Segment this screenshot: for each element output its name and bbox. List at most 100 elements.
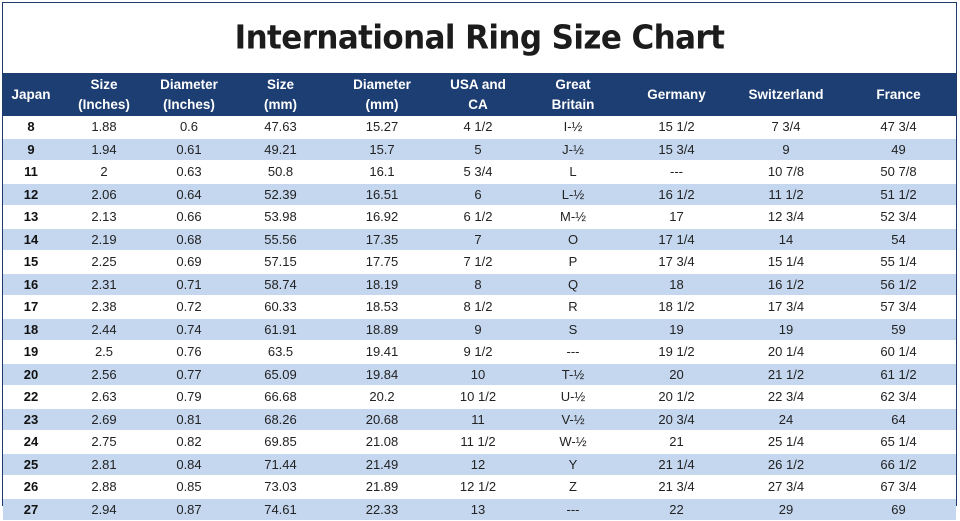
table-cell: 22.33 <box>332 498 432 521</box>
table-cell: 15.27 <box>332 116 432 139</box>
table-cell: 63.5 <box>229 340 332 364</box>
table-cell: 17 <box>3 295 59 319</box>
table-cell: Y <box>524 453 622 476</box>
table-cell: U-½ <box>524 385 622 409</box>
table-cell: 2.25 <box>59 250 149 274</box>
table-cell: 65 1/4 <box>841 430 956 454</box>
column-header: Diameter (Inches) <box>149 73 229 116</box>
table-cell: 9 <box>3 138 59 161</box>
table-cell: M-½ <box>524 205 622 229</box>
table-cell: 12 <box>432 453 524 476</box>
table-cell: 0.85 <box>149 475 229 499</box>
column-header-line: USA and <box>450 76 506 92</box>
table-cell: 0.87 <box>149 498 229 521</box>
table-cell: 66 1/2 <box>841 453 956 476</box>
table-cell: 2.88 <box>59 475 149 499</box>
table-cell: 2.75 <box>59 430 149 454</box>
table-cell: 74.61 <box>229 498 332 521</box>
table-cell: 57 3/4 <box>841 295 956 319</box>
table-cell: 2.31 <box>59 273 149 296</box>
table-row: 26 2.88 0.85 73.03 21.89 12 1/2 Z 21 3/4 27 3/4 6… <box>3 475 956 499</box>
table-cell: 61 1/2 <box>841 363 956 386</box>
table-cell: W-½ <box>524 430 622 454</box>
column-header: Size (mm) <box>229 73 332 116</box>
table-cell: 0.72 <box>149 295 229 319</box>
table-cell: 50 7/8 <box>841 160 956 184</box>
table-cell: 14 <box>731 228 841 251</box>
table-cell: 2.56 <box>59 363 149 386</box>
table-cell: 73.03 <box>229 475 332 499</box>
table-cell: 17 3/4 <box>731 295 841 319</box>
table-cell: 12 3/4 <box>731 205 841 229</box>
table-cell: 18 <box>3 318 59 341</box>
table-cell: 67 3/4 <box>841 475 956 499</box>
column-header-line: Size <box>266 76 294 92</box>
table-cell: 16 1/2 <box>731 273 841 296</box>
table-cell: 7 <box>432 228 524 251</box>
table-cell: 21 1/2 <box>731 363 841 386</box>
table-cell: 7 3/4 <box>731 116 841 139</box>
column-header-line: (Inches) <box>163 96 215 112</box>
table-cell: --- <box>524 498 622 521</box>
table-cell: 20 1/4 <box>731 340 841 364</box>
table-cell: 21 <box>622 430 731 454</box>
table-cell: 0.79 <box>149 385 229 409</box>
table-cell: 16.51 <box>332 183 432 206</box>
column-header: USA and CA <box>432 73 524 116</box>
table-cell: 15 3/4 <box>622 138 731 161</box>
table-cell: 53.98 <box>229 205 332 229</box>
table-cell: 4 1/2 <box>432 116 524 139</box>
table-cell: 49.21 <box>229 138 332 161</box>
table-cell: 66.68 <box>229 385 332 409</box>
table-cell: S <box>524 318 622 341</box>
table-cell: 15.7 <box>332 138 432 161</box>
column-header: Switzerland <box>731 73 841 116</box>
table-cell: 16.1 <box>332 160 432 184</box>
table-cell: 65.09 <box>229 363 332 386</box>
table-cell: 19 1/2 <box>622 340 731 364</box>
table-cell: L-½ <box>524 183 622 206</box>
table-cell: 18 1/2 <box>622 295 731 319</box>
table-cell: 19 <box>622 318 731 341</box>
table-row: 22 2.63 0.79 66.68 20.2 10 1/2 U-½ 20 1/2 22 3/4… <box>3 385 956 409</box>
table-row: 13 2.13 0.66 53.98 16.92 6 1/2 M-½ 17 12 3/4 52 3… <box>3 205 956 229</box>
table-row: 19 2.5 0.76 63.5 19.41 9 1/2 --- 19 1/2 20 1/4 60… <box>3 340 956 364</box>
table-cell: 15 1/2 <box>622 116 731 139</box>
table-cell: 14 <box>3 228 59 251</box>
table-cell: 17.35 <box>332 228 432 251</box>
column-header-line: Switzerland <box>748 86 824 102</box>
column-header: Diameter (mm) <box>332 73 432 116</box>
table-cell: 2.38 <box>59 295 149 319</box>
table-cell: 10 1/2 <box>432 385 524 409</box>
table-cell: 20 <box>622 363 731 386</box>
table-cell: 16.92 <box>332 205 432 229</box>
table-cell: 23 <box>3 408 59 431</box>
table-cell: 11 1/2 <box>731 183 841 206</box>
table-cell: 10 <box>432 363 524 386</box>
table-cell: R <box>524 295 622 319</box>
table-cell: 22 <box>622 498 731 521</box>
table-cell: 50.8 <box>229 160 332 184</box>
table-cell: 29 <box>731 498 841 521</box>
table-cell: 0.77 <box>149 363 229 386</box>
column-header-line: Size <box>90 76 118 92</box>
table-cell: 17.75 <box>332 250 432 274</box>
table-cell: 8 1/2 <box>432 295 524 319</box>
table-cell: 60 1/4 <box>841 340 956 364</box>
table-row: 20 2.56 0.77 65.09 19.84 10 T-½ 20 21 1/2 61 1/2 <box>3 363 956 386</box>
table-cell: 12 <box>3 183 59 206</box>
table-cell: 27 3/4 <box>731 475 841 499</box>
column-header-line: (mm) <box>365 96 399 112</box>
table-cell: 49 <box>841 138 956 161</box>
table-cell: 6 1/2 <box>432 205 524 229</box>
table-cell: 18.89 <box>332 318 432 341</box>
table-cell: 69 <box>841 498 956 521</box>
table-cell: 47.63 <box>229 116 332 139</box>
table-cell: 20.2 <box>332 385 432 409</box>
table-cell: 0.71 <box>149 273 229 296</box>
table-cell: 15 <box>3 250 59 274</box>
column-header-line: Great <box>555 76 591 92</box>
table-cell: 20 <box>3 363 59 386</box>
column-header-line: (Inches) <box>78 96 130 112</box>
